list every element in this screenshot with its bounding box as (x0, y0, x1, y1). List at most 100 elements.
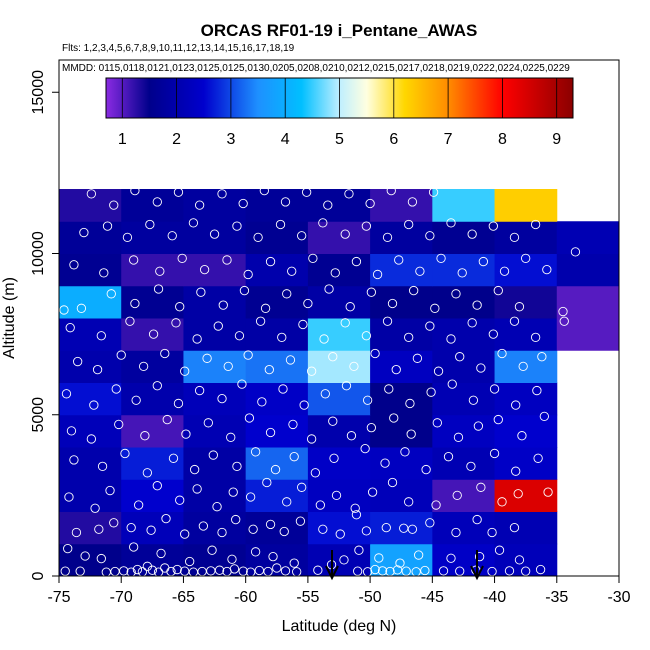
sample-point (262, 477, 272, 488)
sample-point (301, 187, 312, 197)
heatmap-cell (432, 479, 496, 512)
sample-point (504, 566, 515, 576)
heatmap-cell (370, 221, 433, 254)
sample-point (513, 489, 523, 499)
sample-point (175, 495, 185, 505)
sample-point (250, 447, 261, 457)
sample-point (532, 385, 542, 396)
sample-point (467, 318, 477, 328)
sample-point (374, 553, 384, 563)
sample-point (488, 221, 498, 231)
heatmap-cell (183, 285, 247, 319)
x-tick-label: -65 (172, 589, 195, 606)
sample-point (543, 487, 553, 497)
sample-point (213, 321, 223, 331)
sample-point (443, 452, 454, 462)
sample-point (90, 503, 100, 513)
heatmap-cell (245, 318, 309, 351)
sample-point (172, 564, 182, 575)
sample-point (476, 363, 486, 373)
heatmap-cell (370, 511, 433, 545)
sample-point (122, 232, 133, 243)
sample-point (451, 289, 461, 299)
sample-point (514, 555, 525, 565)
sample-point (243, 269, 253, 280)
sample-point (265, 256, 276, 267)
sample-point (472, 300, 482, 310)
sample-point (415, 266, 425, 276)
x-tick-label: -40 (483, 589, 506, 606)
sample-point (497, 348, 507, 359)
sample-point (288, 419, 298, 430)
sample-point (345, 302, 355, 312)
sample-point (530, 219, 541, 230)
sample-point (494, 545, 505, 555)
sample-point (265, 519, 276, 530)
sample-point (370, 564, 380, 575)
sample-point (66, 426, 77, 436)
sample-point (472, 514, 482, 525)
sample-point (476, 482, 486, 492)
sample-point (351, 510, 362, 520)
heatmap-cell (121, 382, 184, 416)
heatmap-cell (432, 511, 496, 545)
x-tick-label: -60 (234, 589, 257, 606)
sample-point (425, 321, 435, 331)
heatmap-cell (307, 447, 371, 480)
sample-point (202, 353, 212, 363)
heatmap-cell (307, 318, 371, 351)
sample-point (280, 566, 291, 576)
sample-point (387, 298, 398, 309)
sample-point (474, 552, 485, 562)
colorbar-tick-label: 9 (552, 131, 561, 148)
sample-point (194, 200, 205, 210)
sample-point (160, 348, 170, 359)
sample-point (142, 468, 153, 478)
sample-point (354, 545, 364, 555)
sample-point (119, 566, 129, 576)
sample-point (64, 492, 74, 502)
sample-point (382, 316, 393, 326)
heatmap-cell (307, 189, 371, 222)
heatmap-cell (494, 318, 558, 351)
sample-point (404, 497, 414, 507)
sample-point (395, 558, 405, 568)
sample-point (344, 189, 354, 199)
sample-point (438, 566, 449, 576)
heatmap-cell (307, 543, 371, 577)
heatmap-cell (370, 382, 433, 416)
sample-point (282, 289, 292, 299)
sample-point (310, 468, 321, 478)
sample-point (370, 348, 380, 359)
heatmap-cell (121, 511, 184, 545)
sample-point (432, 418, 442, 428)
sample-point (89, 400, 99, 410)
sample-point (260, 303, 271, 313)
heatmap-cell (370, 447, 433, 480)
sample-point (207, 545, 217, 555)
sample-point (353, 566, 363, 576)
sample-point (308, 253, 318, 263)
colorbar-tick-label: 5 (335, 131, 344, 148)
heatmap-cell (59, 447, 122, 480)
heatmap-cell (307, 350, 371, 383)
sample-point (282, 497, 292, 507)
colorbar-tick-label: 8 (498, 131, 507, 148)
sample-point (313, 565, 323, 575)
sample-point (243, 350, 253, 360)
heatmap-cell (245, 253, 309, 287)
heatmap-cell (307, 511, 371, 545)
sample-point (361, 221, 372, 231)
sample-point (270, 464, 281, 475)
sample-point (218, 300, 228, 310)
sample-point (558, 306, 568, 317)
heatmap-cell (494, 253, 558, 287)
sample-point (131, 395, 141, 405)
sample-point (231, 514, 241, 525)
sample-point (180, 366, 190, 376)
sample-point (63, 543, 73, 554)
sample-point (509, 316, 520, 326)
sample-point (232, 461, 242, 471)
sample-point (514, 302, 525, 312)
heatmap-cell (432, 382, 496, 416)
